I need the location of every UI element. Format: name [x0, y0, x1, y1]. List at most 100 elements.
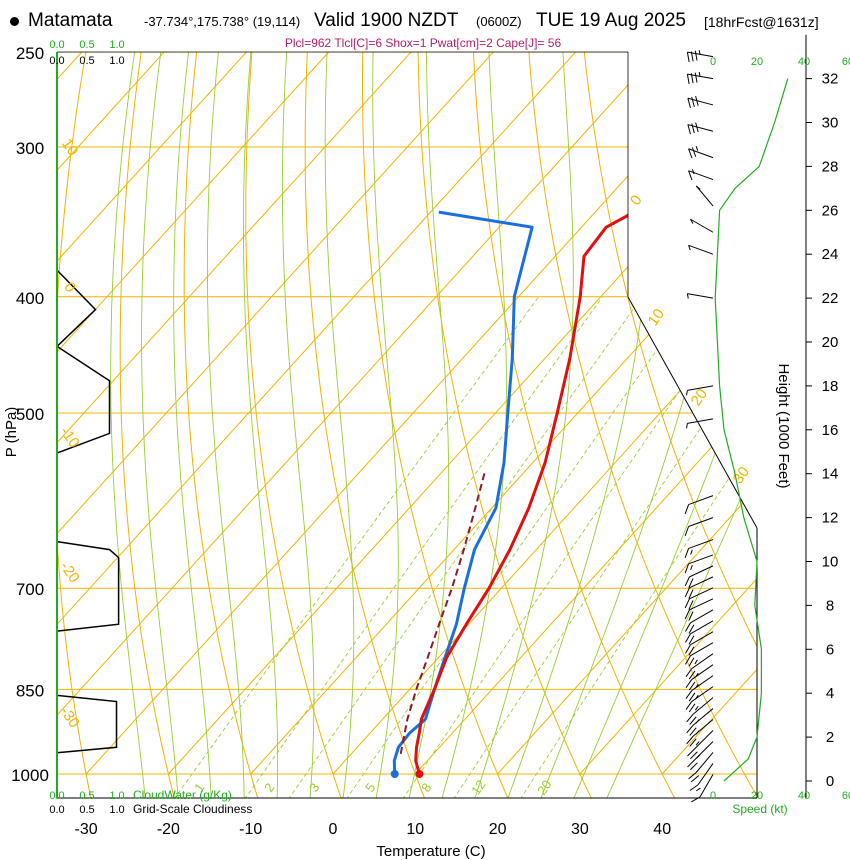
wind-barb-flag	[688, 771, 697, 780]
wind-barb-flag	[688, 170, 693, 181]
isotherm-line	[85, 52, 757, 775]
wind-barb-flag	[684, 563, 690, 574]
temperature-tick-label: 40	[653, 821, 671, 838]
wind-barb	[686, 49, 714, 63]
cloudwater-tick-bottom: 0.5	[79, 790, 94, 802]
isotherm-line	[168, 52, 757, 775]
wind-barb-flag	[685, 655, 691, 665]
wind-barb-staff	[690, 631, 714, 646]
wind-barb-flag	[689, 716, 697, 725]
isotherm-line	[57, 52, 353, 775]
wind-barb	[686, 418, 714, 429]
moist-adiabat-line	[474, 52, 574, 798]
cloudiness-tick-top: 0.0	[49, 55, 64, 67]
sounding-parameters-text: Plcl=962 Tlcl[C]=6 Shox=1 Pwat[cm]=2 Cap…	[284, 36, 562, 50]
height-tick-label: 2	[826, 729, 834, 746]
wind-barb-flag	[694, 50, 698, 61]
wind-barb	[686, 697, 714, 725]
temperature-tick-label: 0	[329, 821, 338, 838]
wind-barb-staff	[689, 565, 714, 578]
wind-barb-staff	[688, 495, 714, 506]
pressure-tick-label: 250	[16, 44, 44, 63]
wind-barb-half-flag	[698, 71, 701, 78]
wind-barb	[688, 244, 714, 255]
wind-barb-staff	[690, 642, 714, 657]
wind-barb-half-flag	[695, 787, 701, 792]
isotherm-line	[332, 52, 757, 775]
isotherm-line	[579, 52, 757, 775]
wind-barb-staff	[695, 185, 714, 207]
mixing-ratio-label: 5	[362, 780, 378, 795]
wind-barb-half-flag	[690, 218, 694, 224]
dry-adiabat-line	[119, 52, 176, 798]
wind-barb-flag	[684, 504, 690, 515]
wind-barb	[687, 122, 714, 135]
wind-barb-half-flag	[686, 390, 688, 396]
isotherm-label: 30	[730, 464, 753, 487]
dry-adiabat-line	[581, 52, 757, 798]
wind-barb-staff	[695, 752, 714, 773]
wind-barb-staff	[688, 554, 714, 565]
height-tick-label: 20	[822, 334, 839, 351]
wind-barb-flag	[691, 147, 697, 157]
isotherm-label: 20	[688, 386, 711, 409]
dry-adiabat-line	[183, 52, 259, 798]
cloudiness-profile-line	[57, 212, 120, 774]
wind-barb	[687, 96, 714, 108]
isotherm-line	[497, 52, 757, 775]
mixing-ratio-line	[173, 296, 540, 798]
wind-barb	[685, 631, 714, 656]
wind-barb	[687, 741, 714, 771]
cloudwater-tick-bottom: 1.0	[109, 790, 124, 802]
pressure-tick-label: 850	[16, 681, 44, 700]
wind-barb-flag	[685, 668, 693, 678]
wind-barb-flag	[690, 751, 698, 760]
wind-barb-flag	[685, 633, 691, 643]
dry-adiabat-line	[245, 52, 342, 798]
right-axis-label: Height (1000 Feet)	[775, 363, 792, 488]
wind-barb-flag	[686, 713, 694, 723]
wind-barb	[686, 293, 714, 299]
wind-barb-flag	[684, 598, 690, 609]
height-tick-label: 24	[822, 246, 839, 263]
wind-barb-flag	[688, 589, 694, 599]
pressure-tick-label: 400	[16, 289, 44, 308]
wind-barb-half-flag	[694, 694, 699, 700]
wind-barb-staff	[687, 293, 714, 299]
isotherm-line	[57, 52, 188, 775]
wind-barb-flag	[684, 526, 690, 537]
wind-barb-flag	[690, 73, 694, 84]
wind-barb-flag	[694, 72, 698, 83]
wind-barb-flag	[688, 657, 695, 667]
wind-barb-flag	[685, 644, 691, 654]
wind-barb-flag	[686, 73, 690, 85]
wind-barb	[686, 385, 714, 396]
dry-adiabat-line	[691, 52, 757, 798]
wind-barb-half-flag	[688, 245, 691, 251]
cloudwater-tick-bottom: 0.0	[49, 790, 64, 802]
wind-barb-flag	[689, 738, 697, 747]
cloudiness-tick-top: 1.0	[109, 55, 124, 67]
wind-barb-flag	[687, 759, 695, 768]
wind-barb-half-flag	[695, 730, 700, 735]
moist-adiabat-line	[539, 52, 745, 798]
height-tick-label: 8	[826, 597, 834, 614]
wind-barb-flag	[689, 727, 697, 736]
moist-adiabat-line	[173, 52, 212, 798]
height-tick-label: 16	[822, 422, 839, 439]
wind-barb-half-flag	[691, 169, 695, 175]
isotherm-label: -10	[57, 424, 83, 452]
height-tick-label: 26	[822, 202, 839, 219]
height-tick-label: 22	[822, 290, 839, 307]
mixing-ratio-line	[402, 296, 745, 798]
wind-barb-flag	[688, 624, 695, 634]
isotherm-line	[414, 52, 757, 775]
valid-time: Valid 1900 NZDT	[314, 10, 459, 31]
cloudiness-tick-bottom: 0.0	[49, 804, 64, 816]
station-coordinates: -37.734°,175.738° (19,114)	[144, 14, 301, 29]
moist-adiabat-line	[572, 52, 757, 798]
speed-tick-top: 40	[798, 56, 810, 68]
valid-time-utc: (0600Z)	[476, 14, 522, 29]
isotherm-line	[57, 52, 517, 775]
wind-barb-flag	[686, 52, 690, 63]
